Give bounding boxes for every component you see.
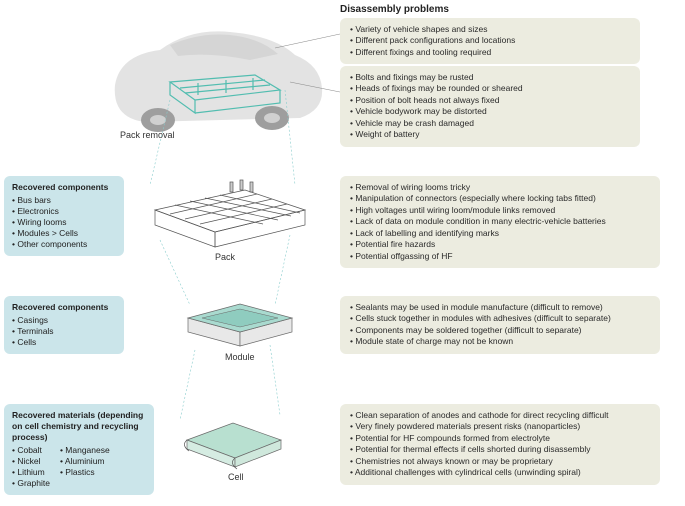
list-item: Potential for HF compounds formed from e…: [350, 433, 650, 444]
list-item: Cells stuck together in modules with adh…: [350, 313, 650, 324]
list-item: Different fixings and tooling required: [350, 47, 630, 58]
list-item: Vehicle may be crash damaged: [350, 118, 630, 129]
pack-illustration: [145, 172, 315, 257]
recovered-cell: Recovered materials (depending on cell c…: [4, 404, 154, 495]
list-item: Other components: [12, 239, 116, 250]
problems-pack: Removal of wiring looms trickyManipulati…: [340, 176, 660, 268]
list-item: Wiring looms: [12, 217, 116, 228]
list-item: Bolts and fixings may be rusted: [350, 72, 630, 83]
recovered-module-title: Recovered components: [12, 302, 116, 313]
list-item: Potential fire hazards: [350, 239, 650, 250]
list-item: Position of bolt heads not always fixed: [350, 95, 630, 106]
list-item: Vehicle bodywork may be distorted: [350, 106, 630, 117]
list-item: Chemistries not always known or may be p…: [350, 456, 650, 467]
list-item: Weight of battery: [350, 129, 630, 140]
list-item: Heads of fixings may be rounded or shear…: [350, 83, 630, 94]
list-item: Clean separation of anodes and cathode f…: [350, 410, 650, 421]
list-item: Module state of charge may not be known: [350, 336, 650, 347]
recovered-cell-title: Recovered materials (depending on cell c…: [12, 410, 146, 443]
list-item: Plastics: [60, 467, 110, 478]
list-item: Manipulation of connectors (especially w…: [350, 193, 650, 204]
list-item: Casings: [12, 315, 116, 326]
list-item: Removal of wiring looms tricky: [350, 182, 650, 193]
module-illustration: [180, 290, 300, 355]
recovered-pack-title: Recovered components: [12, 182, 116, 193]
list-item: Sealants may be used in module manufactu…: [350, 302, 650, 313]
list-item: Lack of data on module condition in many…: [350, 216, 650, 227]
recovered-module: Recovered components CasingsTerminalsCel…: [4, 296, 124, 354]
problems-module: Sealants may be used in module manufactu…: [340, 296, 660, 354]
list-item: Potential for thermal effects if cells s…: [350, 444, 650, 455]
list-item: Very finely powdered materials present r…: [350, 421, 650, 432]
list-item: Modules > Cells: [12, 228, 116, 239]
module-label: Module: [225, 352, 255, 362]
recovered-pack: Recovered components Bus barsElectronics…: [4, 176, 124, 256]
list-item: Lithium: [12, 467, 50, 478]
list-item: Terminals: [12, 326, 116, 337]
pack-label: Pack: [215, 252, 235, 262]
list-item: Cells: [12, 337, 116, 348]
list-item: Electronics: [12, 206, 116, 217]
list-item: High voltages until wiring loom/module l…: [350, 205, 650, 216]
list-item: Potential offgassing of HF: [350, 251, 650, 262]
list-item: Different pack configurations and locati…: [350, 35, 630, 46]
list-item: Variety of vehicle shapes and sizes: [350, 24, 630, 35]
page-title: Disassembly problems: [340, 4, 449, 15]
problems-vehicle-b: Bolts and fixings may be rustedHeads of …: [340, 66, 640, 147]
list-item: Aluminium: [60, 456, 110, 467]
list-item: Lack of labelling and identifying marks: [350, 228, 650, 239]
list-item: Cobalt: [12, 445, 50, 456]
list-item: Bus bars: [12, 195, 116, 206]
list-item: Components may be soldered together (dif…: [350, 325, 650, 336]
problems-vehicle-a: Variety of vehicle shapes and sizesDiffe…: [340, 18, 640, 64]
cell-label: Cell: [228, 472, 244, 482]
problems-cell: Clean separation of anodes and cathode f…: [340, 404, 660, 485]
list-item: Additional challenges with cylindrical c…: [350, 467, 650, 478]
list-item: Graphite: [12, 478, 50, 489]
list-item: Manganese: [60, 445, 110, 456]
list-item: Nickel: [12, 456, 50, 467]
cell-illustration: [175, 405, 295, 480]
